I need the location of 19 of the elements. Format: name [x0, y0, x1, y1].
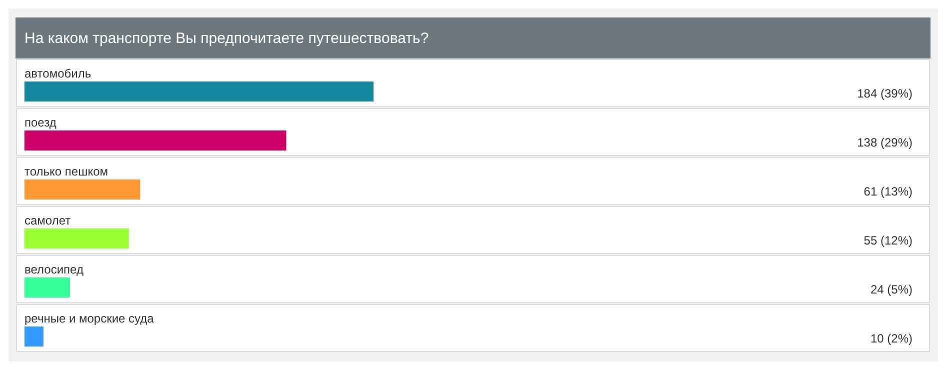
data-label: 10 (2%)	[870, 332, 913, 346]
y-tick-label: самолет	[24, 214, 72, 228]
y-tick-label: велосипед	[24, 262, 84, 276]
data-label: 138 (29%)	[857, 136, 913, 150]
y-tick-label: речные и морские суда	[24, 312, 154, 326]
y-tick-label: поезд	[24, 116, 56, 130]
bar	[24, 228, 129, 248]
bar	[24, 278, 70, 298]
y-tick-label: автомобиль	[24, 66, 92, 80]
data-label: 61 (13%)	[864, 184, 913, 198]
data-label: 184 (39%)	[857, 86, 913, 100]
bar	[24, 180, 140, 200]
y-tick-label: только пешком	[24, 164, 108, 178]
bar	[24, 82, 374, 102]
bar	[24, 130, 286, 150]
bar	[24, 326, 44, 346]
chart-title: На каком транспорте Вы предпочитаете путешествовать?	[24, 30, 429, 47]
data-label: 24 (5%)	[870, 282, 913, 296]
data-label: 55 (12%)	[864, 234, 913, 248]
